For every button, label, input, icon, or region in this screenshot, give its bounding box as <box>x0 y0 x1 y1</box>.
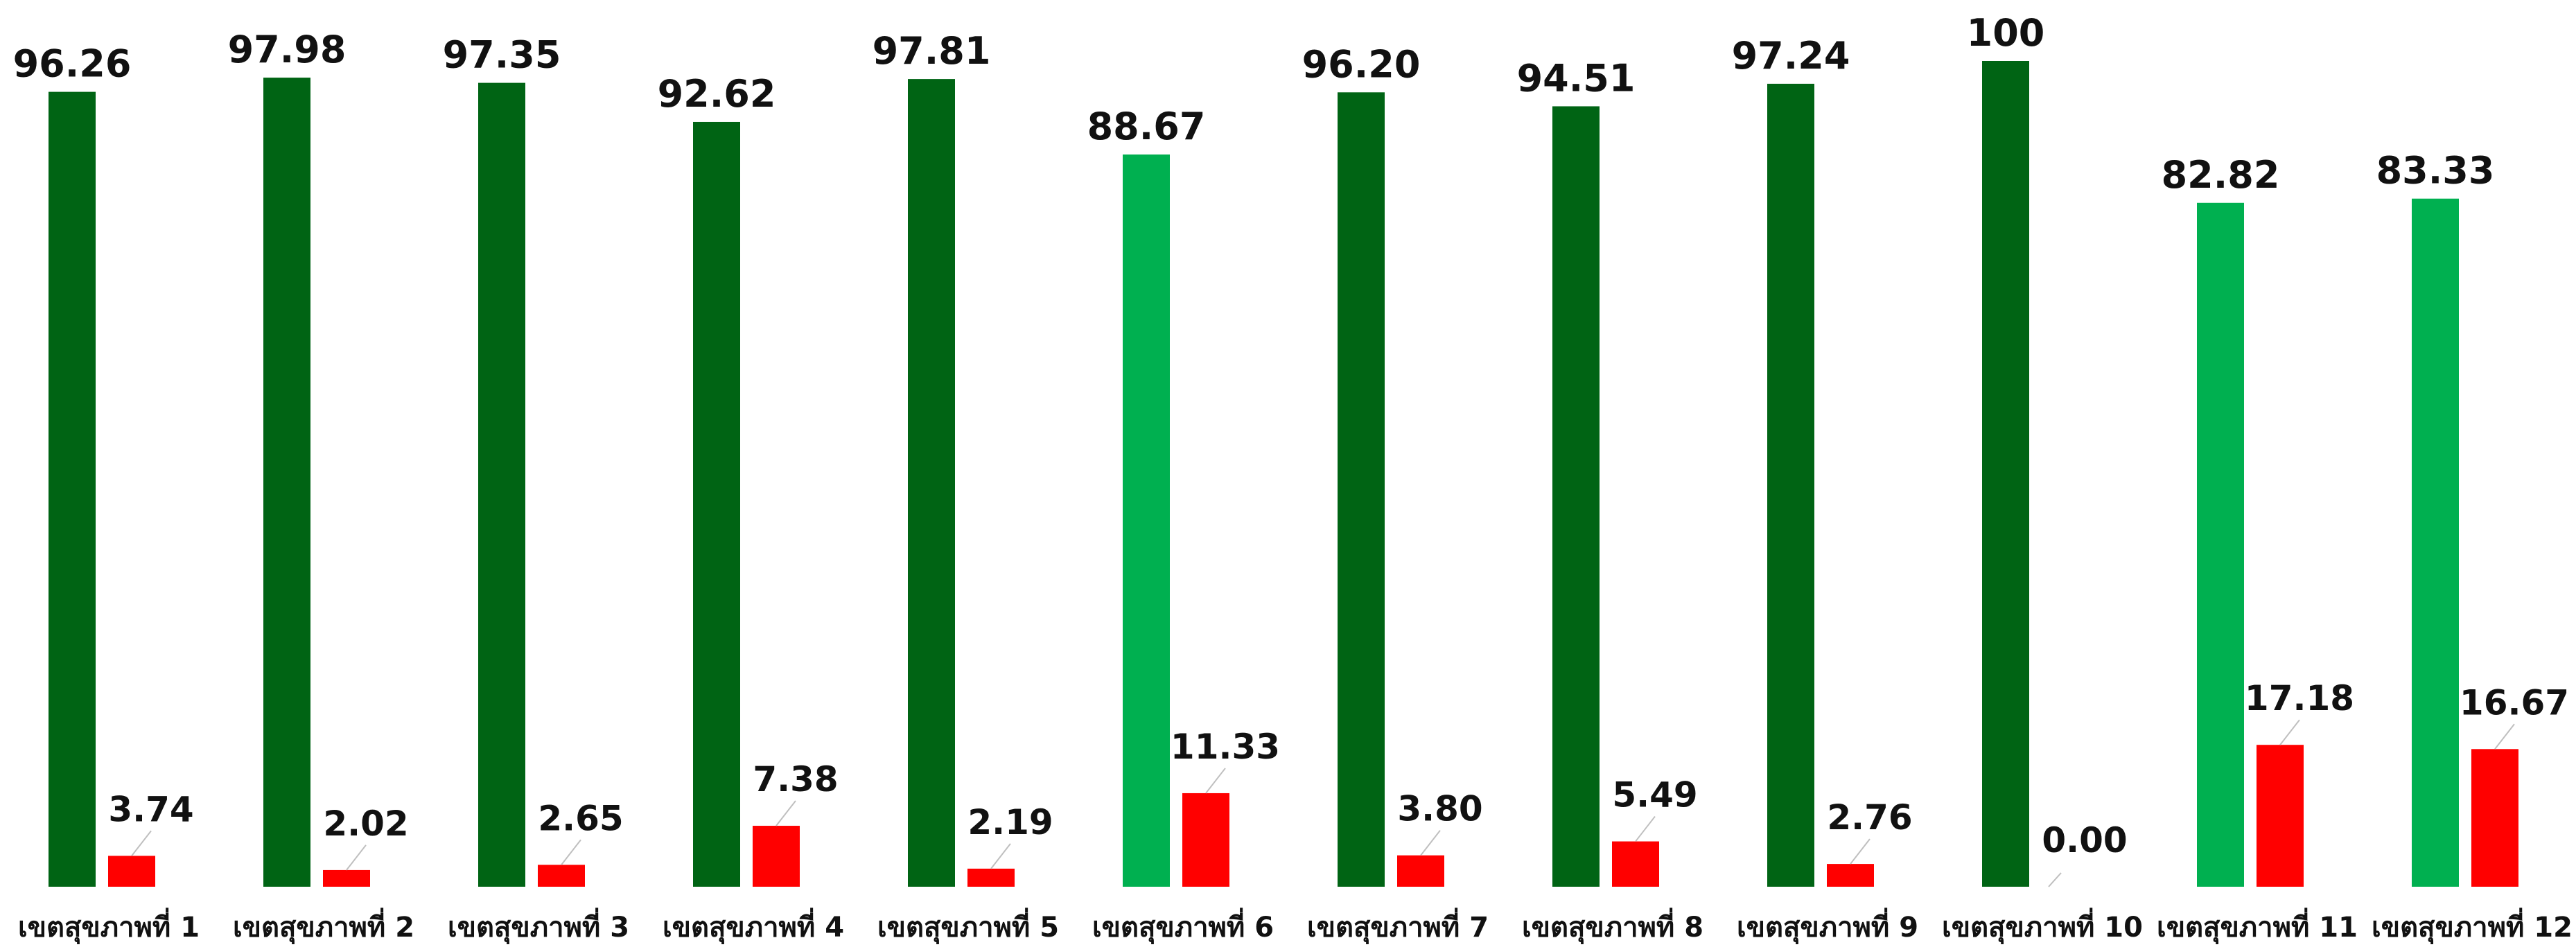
data-label-series2-9: 2.76 <box>1827 797 1912 838</box>
data-label-series1-9: 97.24 <box>1732 34 1850 78</box>
bar-series2-6 <box>1182 793 1229 887</box>
data-label-series1-5: 97.81 <box>873 29 991 73</box>
bar-series2-2 <box>323 869 370 887</box>
data-label-series1-3: 97.35 <box>443 33 561 77</box>
data-label-series2-5: 2.19 <box>967 802 1053 842</box>
data-label-series2-2: 2.02 <box>323 804 408 844</box>
bar-series2-4 <box>753 826 800 887</box>
data-label-series2-12: 16.67 <box>2460 682 2569 723</box>
data-label-series1-6: 88.67 <box>1087 105 1206 148</box>
bar-series1-2 <box>263 78 310 887</box>
bar-series2-11 <box>2257 745 2304 887</box>
category-label-6: เขตสุขภาพที่ 6 <box>1092 908 1274 945</box>
bar-series2-5 <box>967 868 1015 887</box>
data-label-series1-10: 100 <box>1967 11 2045 55</box>
data-label-series1-11: 82.82 <box>2162 153 2280 197</box>
data-label-series1-4: 92.62 <box>658 72 776 116</box>
category-label-3: เขตสุขภาพที่ 3 <box>448 908 629 945</box>
data-label-series2-1: 3.74 <box>108 789 193 829</box>
category-label-11: เขตสุขภาพที่ 11 <box>2157 908 2358 945</box>
category-label-10: เขตสุขภาพที่ 10 <box>1942 908 2143 945</box>
category-labels-layer: เขตสุขภาพที่ 1 เขตสุขภาพที่ 2 เขตสุขภาพที่… <box>18 908 2573 945</box>
bar-series2-9 <box>1827 864 1874 887</box>
leader-line-10 <box>2048 872 2062 887</box>
bar-series1-3 <box>478 82 525 887</box>
leader-line-6 <box>1205 768 1226 794</box>
bar-series1-11 <box>2197 202 2244 887</box>
bar-series1-1 <box>49 91 96 887</box>
leader-line-2 <box>346 844 367 871</box>
leader-lines-layer <box>131 719 2515 887</box>
bar-series2-3 <box>538 865 585 887</box>
bar-series1-7 <box>1338 92 1385 887</box>
bar-series1-4 <box>693 121 740 887</box>
category-label-7: เขตสุขภาพที่ 7 <box>1307 908 1489 945</box>
data-label-series2-8: 5.49 <box>1612 775 1697 815</box>
leader-line-4 <box>776 800 796 826</box>
leader-line-5 <box>990 843 1011 869</box>
data-label-series1-7: 96.20 <box>1302 42 1421 86</box>
leader-line-12 <box>2494 723 2515 750</box>
bar-series1-5 <box>908 79 955 887</box>
data-label-series2-7: 3.80 <box>1397 789 1482 829</box>
bar-series1-8 <box>1552 106 1600 887</box>
category-label-9: เขตสุขภาพที่ 9 <box>1737 908 1918 945</box>
data-label-series2-6: 11.33 <box>1171 727 1280 767</box>
data-label-series1-2: 97.98 <box>228 28 347 71</box>
data-label-series2-4: 7.38 <box>753 759 838 799</box>
data-label-series1-1: 96.26 <box>13 42 132 86</box>
bar-series2-12 <box>2471 749 2518 887</box>
leader-line-1 <box>131 830 152 857</box>
bar-series1-12 <box>2412 198 2459 887</box>
category-label-2: เขตสุขภาพที่ 2 <box>233 908 414 945</box>
category-label-12: เขตสุขภาพที่ 12 <box>2372 908 2573 945</box>
bar-series1-10 <box>1982 61 2029 887</box>
leader-line-8 <box>1635 815 1656 842</box>
bar-series2-8 <box>1612 841 1659 887</box>
bars-layer <box>49 61 2518 887</box>
data-label-series2-3: 2.65 <box>538 798 623 838</box>
bar-series1-9 <box>1767 83 1814 887</box>
leader-line-11 <box>2279 719 2300 745</box>
category-label-4: เขตสุขภาพที่ 4 <box>663 908 844 945</box>
leader-line-7 <box>1420 830 1441 856</box>
bar-series2-1 <box>108 856 155 887</box>
category-label-1: เขตสุขภาพที่ 1 <box>18 908 200 945</box>
data-label-series1-12: 83.33 <box>2376 149 2495 193</box>
data-labels-layer: 96.26 3.74 97.98 2.02 97.35 2.65 92.62 7.38 97.8… <box>13 11 2569 860</box>
data-label-series2-10: 0.00 <box>2042 820 2127 860</box>
data-label-series2-11: 17.18 <box>2245 678 2354 718</box>
data-label-series1-8: 94.51 <box>1517 56 1636 100</box>
leader-line-9 <box>1850 838 1870 865</box>
category-label-8: เขตสุขภาพที่ 8 <box>1522 908 1703 945</box>
leader-line-3 <box>561 839 581 866</box>
bar-series2-7 <box>1397 855 1444 887</box>
category-label-5: เขตสุขภาพที่ 5 <box>877 908 1059 945</box>
bar-series1-6 <box>1123 154 1170 887</box>
